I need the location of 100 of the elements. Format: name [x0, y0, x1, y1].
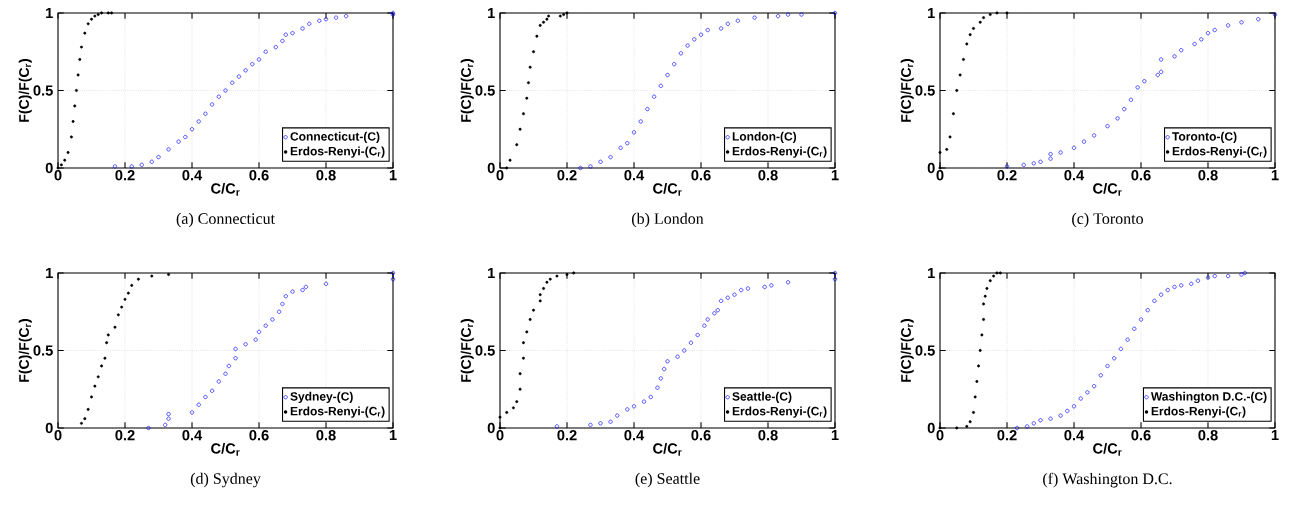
point — [203, 394, 208, 400]
point — [1138, 317, 1144, 322]
y-axis-title: F(C)/F(C$_{r}$) — [18, 59, 32, 122]
point — [226, 363, 231, 369]
point — [515, 400, 519, 404]
x-tick-label: 0.6 — [249, 430, 269, 441]
point — [344, 14, 349, 19]
x-axis-title: C/C$_{r}$ — [211, 182, 240, 196]
point — [547, 14, 551, 18]
x-tick-label: 0.2 — [115, 430, 135, 441]
legend-label: Erdos-Renyi-(C$_{r}$) — [1151, 406, 1246, 418]
x-axis-title: C/C$_{r}$ — [653, 182, 682, 196]
point — [938, 151, 942, 154]
x-axis-title: C/C$_{r}$ — [211, 442, 240, 456]
point — [1105, 363, 1110, 369]
point — [280, 301, 285, 307]
point — [965, 42, 969, 46]
point — [1272, 12, 1278, 17]
x-tick-label: 0.8 — [1198, 430, 1218, 441]
point — [323, 281, 329, 286]
point — [769, 283, 774, 288]
point — [103, 356, 107, 360]
point — [972, 411, 975, 414]
point — [1256, 17, 1261, 22]
point — [982, 16, 986, 20]
point — [1159, 292, 1164, 297]
point — [1195, 278, 1201, 283]
point — [1122, 107, 1127, 112]
x-tick-label: 0.8 — [758, 430, 778, 441]
point — [968, 420, 972, 424]
point — [189, 410, 195, 415]
legend-label: Erdos-Renyi-(C$_{r}$) — [732, 406, 827, 418]
point — [250, 62, 255, 67]
point — [980, 333, 984, 337]
point — [120, 305, 124, 309]
point — [1142, 79, 1147, 84]
point — [775, 14, 781, 19]
legend-label: London-(C) — [732, 131, 797, 144]
y-tick-label: 1 — [488, 267, 495, 279]
legend-label: Seattle-(C) — [732, 391, 792, 404]
point — [1205, 275, 1211, 280]
point — [538, 299, 542, 303]
point — [1058, 413, 1063, 418]
point — [253, 337, 258, 342]
point — [1172, 54, 1177, 59]
point — [1038, 418, 1043, 423]
point — [982, 302, 986, 306]
point — [735, 18, 740, 23]
point — [598, 159, 603, 164]
point — [525, 96, 529, 100]
point — [665, 72, 670, 78]
point — [263, 49, 268, 54]
point — [715, 308, 720, 313]
point — [719, 298, 724, 303]
point — [196, 402, 201, 407]
x-axis-title: C/C$_{r}$ — [653, 442, 682, 456]
legend-label: Sydney-(C) — [290, 391, 353, 404]
point — [608, 419, 613, 424]
point — [300, 26, 305, 31]
point — [1179, 283, 1184, 288]
x-tick-label: 0.6 — [249, 170, 269, 181]
point — [678, 51, 683, 56]
point — [978, 349, 982, 352]
point — [56, 166, 60, 170]
point — [542, 287, 546, 290]
point — [1085, 390, 1090, 395]
point — [698, 32, 704, 37]
point — [273, 45, 278, 50]
point — [645, 107, 650, 112]
point — [732, 292, 737, 297]
x-tick-label: 0.4 — [182, 430, 203, 441]
x-tick-label: 0.6 — [691, 430, 711, 441]
point — [638, 119, 643, 124]
y-axis-title: F(C)/F(C$_{r}$) — [900, 59, 914, 122]
point — [1145, 308, 1150, 313]
point — [658, 83, 663, 88]
point — [1239, 20, 1244, 25]
point — [290, 31, 295, 36]
point — [1021, 162, 1026, 167]
point — [106, 333, 110, 337]
point — [1199, 37, 1204, 42]
point — [93, 14, 97, 18]
point — [283, 294, 288, 299]
point — [300, 287, 305, 293]
point — [1172, 284, 1177, 290]
point — [955, 426, 959, 430]
point — [762, 284, 767, 290]
point — [83, 31, 87, 35]
point — [105, 341, 109, 345]
point — [554, 424, 560, 429]
x-tick-label: 0.6 — [1131, 430, 1151, 441]
point — [1128, 97, 1134, 102]
point — [1155, 72, 1160, 78]
point — [1025, 424, 1030, 429]
x-tick-label: 1 — [389, 170, 397, 181]
y-tick-label: 0.5 — [475, 345, 495, 356]
point — [538, 23, 542, 27]
point — [958, 73, 962, 77]
x-tick-label: 0 — [54, 170, 62, 181]
point — [725, 21, 730, 26]
